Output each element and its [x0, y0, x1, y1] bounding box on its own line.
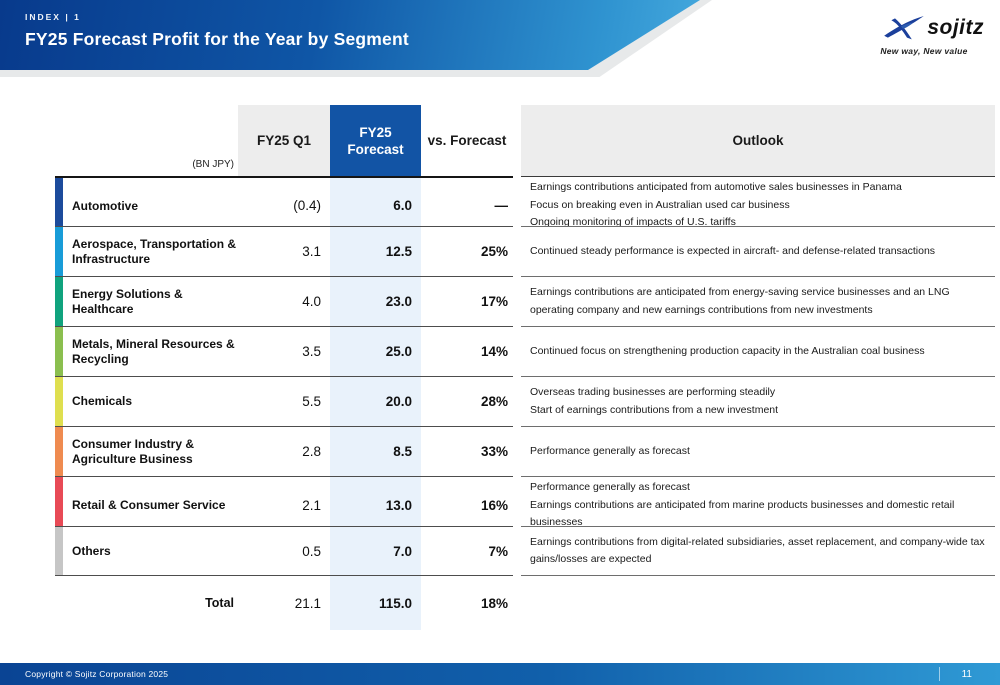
segment-name: Automotive: [63, 176, 238, 234]
forecast-value: 20.0: [330, 376, 421, 426]
vs-forecast-value: 25%: [421, 226, 513, 276]
segment-color-bar: [55, 176, 63, 234]
sojitz-logo-icon: [884, 16, 925, 40]
forecast-value: 6.0: [330, 176, 421, 234]
footer-separator: [938, 667, 940, 681]
vs-forecast-value: 28%: [421, 376, 513, 426]
segment-color-bar: [55, 326, 63, 376]
table-row: Others 0.5 7.0 7% Earnings contributions…: [55, 526, 995, 576]
outlook-text: Continued focus on strengthening product…: [521, 326, 995, 376]
segment-name: Energy Solutions & Healthcare: [63, 276, 238, 326]
q1-value: 2.1: [238, 476, 330, 534]
q1-value: 5.5: [238, 376, 330, 426]
q1-value: 0.5: [238, 526, 330, 576]
table-row: Automotive (0.4) 6.0 — Earnings contribu…: [55, 176, 995, 234]
outlook-text: Performance generally as forecast: [521, 426, 995, 476]
segment-color-bar: [55, 426, 63, 476]
segment-color-bar: [55, 526, 63, 576]
segment-color-bar: [55, 376, 63, 426]
copyright-text: Copyright © Sojitz Corporation 2025: [25, 669, 169, 679]
total-label: Total: [205, 596, 234, 610]
table-row: Metals, Mineral Resources & Recycling 3.…: [55, 326, 995, 376]
vs-forecast-value: 14%: [421, 326, 513, 376]
segment-name: Retail & Consumer Service: [63, 476, 238, 534]
outlook-text: Continued steady performance is expected…: [521, 226, 995, 276]
table-header-row: (BN JPY) FY25 Q1 FY25 Forecast vs. Forec…: [55, 105, 995, 176]
segment-table: (BN JPY) FY25 Q1 FY25 Forecast vs. Forec…: [55, 105, 995, 630]
outlook-text: Earnings contributions anticipated from …: [521, 176, 995, 234]
column-header-outlook: Outlook: [521, 105, 995, 176]
segment-name: Metals, Mineral Resources & Recycling: [63, 326, 238, 376]
q1-value: 4.0: [238, 276, 330, 326]
segment-color-bar: [55, 476, 63, 534]
forecast-value: 8.5: [330, 426, 421, 476]
segment-name: Chemicals: [63, 376, 238, 426]
vs-forecast-value: 16%: [421, 476, 513, 534]
segment-name: Aerospace, Transportation & Infrastructu…: [63, 226, 238, 276]
q1-value: 2.8: [238, 426, 330, 476]
table-row: Consumer Industry & Agriculture Business…: [55, 426, 995, 476]
outlook-text: Earnings contributions are anticipated f…: [521, 276, 995, 326]
q1-value: 3.1: [238, 226, 330, 276]
segment-color-bar: [55, 276, 63, 326]
column-header-vs-forecast: vs. Forecast: [421, 105, 513, 176]
logo-tagline: New way, New value: [880, 46, 968, 56]
q1-value: (0.4): [238, 176, 330, 234]
segment-name: Others: [63, 526, 238, 576]
outlook-text: Earnings contributions from digital-rela…: [521, 526, 995, 576]
unit-label: (BN JPY): [192, 159, 234, 170]
header-banner: INDEX | 1 FY25 Forecast Profit for the Y…: [0, 0, 700, 70]
forecast-value: 12.5: [330, 226, 421, 276]
segment-color-bar: [55, 226, 63, 276]
total-vs-forecast-value: 18%: [480, 595, 508, 611]
column-header-forecast: FY25 Forecast: [330, 105, 421, 176]
vs-forecast-value: 17%: [421, 276, 513, 326]
total-forecast-value: 115.0: [330, 576, 421, 630]
total-row: Total 21.1 115.0 18%: [55, 576, 995, 630]
table-row: Retail & Consumer Service 2.1 13.0 16% P…: [55, 476, 995, 534]
forecast-value: 23.0: [330, 276, 421, 326]
page-title: FY25 Forecast Profit for the Year by Seg…: [25, 29, 409, 49]
forecast-value: 7.0: [330, 526, 421, 576]
page-number: 11: [961, 668, 972, 680]
logo-wordmark: sojitz: [927, 16, 984, 39]
table-row: Aerospace, Transportation & Infrastructu…: [55, 226, 995, 276]
outlook-text: Overseas trading businesses are performi…: [521, 376, 995, 426]
column-header-q1: FY25 Q1: [238, 105, 330, 176]
index-label: INDEX | 1: [25, 12, 81, 22]
footer-bar: Copyright © Sojitz Corporation 2025 11: [0, 663, 1000, 685]
vs-forecast-value: —: [421, 176, 513, 234]
forecast-value: 25.0: [330, 326, 421, 376]
segment-name: Consumer Industry & Agriculture Business: [63, 426, 238, 476]
outlook-text: Performance generally as forecast Earnin…: [521, 476, 995, 534]
q1-value: 3.5: [238, 326, 330, 376]
table-row: Energy Solutions & Healthcare 4.0 23.0 1…: [55, 276, 995, 326]
forecast-value: 13.0: [330, 476, 421, 534]
sojitz-logo: sojitz New way, New value: [864, 13, 984, 56]
total-q1-value: 21.1: [294, 595, 321, 611]
vs-forecast-value: 33%: [421, 426, 513, 476]
table-row: Chemicals 5.5 20.0 28% Overseas trading …: [55, 376, 995, 426]
vs-forecast-value: 7%: [421, 526, 513, 576]
